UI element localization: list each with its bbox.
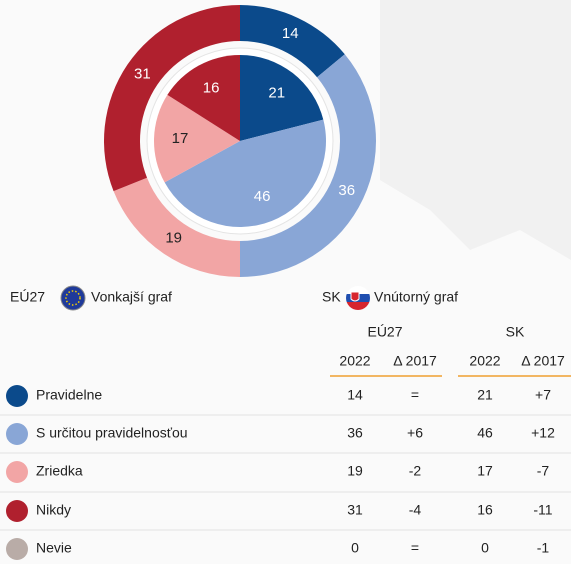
eu-stars	[65, 290, 81, 306]
data-label: 21	[268, 85, 285, 102]
cell: =	[411, 540, 419, 556]
slice	[167, 55, 240, 141]
column-header: Δ 2017	[393, 353, 437, 369]
legend: EÚ27 Vonkajší graf SK Vnútorný graf	[10, 285, 458, 311]
cell: =	[411, 387, 419, 403]
legend-ring: Vonkajší graf	[91, 289, 172, 305]
slice	[113, 177, 240, 277]
cell: -4	[409, 502, 422, 518]
cell: 0	[351, 540, 359, 556]
slice	[240, 55, 324, 141]
cell: +7	[535, 387, 551, 403]
data-label: 19	[165, 230, 182, 247]
column-header: 2022	[339, 353, 370, 369]
slice	[240, 5, 345, 78]
data-label: 36	[338, 182, 355, 199]
data-label: 46	[254, 188, 271, 205]
slice	[153, 94, 240, 183]
column-header: Δ 2017	[521, 353, 565, 369]
cell: 17	[477, 463, 493, 479]
legend-ring: Vnútorný graf	[374, 289, 458, 305]
row-label: S určitou pravidelnosťou	[36, 425, 188, 441]
data-label: 14	[282, 25, 299, 42]
cell: -7	[537, 463, 550, 479]
cell: 19	[347, 463, 363, 479]
sk-flag	[346, 286, 370, 310]
legend-name: SK	[322, 289, 341, 305]
data-label: 31	[134, 66, 151, 83]
legend-marker	[6, 461, 28, 483]
cell: -1	[537, 540, 550, 556]
cell: +12	[531, 425, 555, 441]
cell: 21	[477, 387, 493, 403]
cell: 46	[477, 425, 493, 441]
cell: 0	[481, 540, 489, 556]
data-label: 17	[172, 130, 189, 147]
cell: -2	[409, 463, 422, 479]
cell: 31	[347, 502, 363, 518]
row-label: Pravidelne	[36, 387, 102, 403]
column-header: 2022	[469, 353, 500, 369]
row-label: Nevie	[36, 540, 72, 556]
legend-marker	[6, 538, 28, 560]
cell: 16	[477, 502, 493, 518]
eu-flag	[60, 285, 86, 311]
cell: 36	[347, 425, 363, 441]
map-shape	[380, 0, 571, 260]
legend-marker	[6, 500, 28, 522]
slice	[164, 119, 326, 228]
cell: 14	[347, 387, 363, 403]
row-label: Zriedka	[36, 463, 83, 479]
cell: +6	[407, 425, 423, 441]
group-header: EÚ27	[367, 324, 402, 340]
legend-name: EÚ27	[10, 289, 45, 305]
legend-marker	[6, 385, 28, 407]
row-label: Nikdy	[36, 502, 71, 518]
legend-marker	[6, 423, 28, 445]
slice	[240, 54, 376, 278]
group-header: SK	[506, 324, 525, 340]
cell: -11	[533, 502, 552, 518]
data-label: 16	[203, 79, 220, 96]
slice	[104, 5, 241, 192]
